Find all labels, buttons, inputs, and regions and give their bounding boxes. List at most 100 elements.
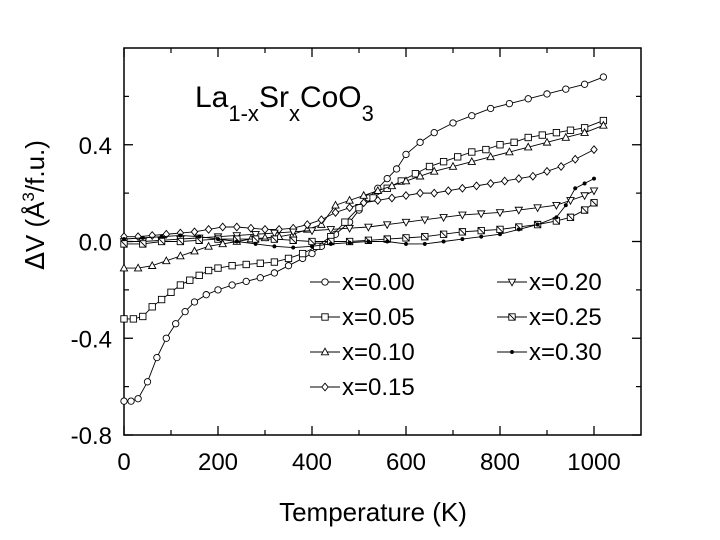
data-point	[341, 218, 349, 226]
data-point	[543, 166, 551, 176]
data-point	[129, 315, 138, 323]
data-point	[552, 129, 561, 137]
x-tick-label: 600	[386, 449, 426, 476]
y-tick-label: 0.4	[79, 133, 112, 160]
data-point	[298, 249, 307, 258]
data-point	[402, 234, 410, 242]
data-point	[247, 223, 255, 233]
y-axis-title: ΔV (Å3/f.u.)	[19, 140, 51, 270]
data-point	[172, 320, 180, 328]
data-point	[147, 260, 157, 269]
data-point	[291, 245, 296, 250]
data-point	[143, 378, 152, 386]
legend-marker	[321, 313, 329, 321]
data-point	[317, 215, 326, 225]
data-point	[422, 241, 427, 246]
data-point	[186, 276, 194, 284]
data-point	[190, 246, 199, 255]
data-point	[401, 218, 411, 227]
data-point	[599, 73, 608, 81]
data-point	[482, 145, 490, 154]
data-point	[176, 237, 185, 246]
data-point	[326, 226, 336, 235]
data-point	[439, 214, 448, 223]
data-point	[416, 138, 424, 146]
data-point	[580, 127, 589, 136]
x-tick-label: 800	[480, 449, 520, 476]
legend-marker	[507, 278, 517, 287]
legend-label: x=0.20	[529, 269, 602, 296]
x-tick-label: 200	[198, 449, 238, 476]
data-point	[120, 397, 128, 405]
data-point	[421, 233, 429, 241]
data-point	[543, 90, 551, 98]
data-point	[516, 227, 521, 232]
data-point	[460, 237, 465, 242]
data-point	[505, 147, 514, 156]
data-point	[140, 235, 145, 240]
data-point	[468, 112, 476, 120]
data-point	[148, 230, 156, 240]
data-point	[582, 181, 587, 186]
data-point	[328, 241, 333, 246]
data-point	[176, 281, 185, 289]
data-point	[251, 235, 260, 243]
data-point	[119, 263, 129, 272]
data-point	[476, 210, 486, 219]
data-point	[364, 223, 373, 232]
legend-item-x=0.05: x=0.05	[310, 304, 415, 331]
data-point	[538, 131, 546, 139]
chart-title: La1-xSrxCoO3	[195, 81, 374, 126]
data-point	[416, 188, 424, 198]
x-axis-title: Temperature (K)	[279, 497, 467, 527]
data-point	[190, 298, 199, 306]
data-point	[590, 199, 598, 207]
data-point	[307, 227, 317, 236]
data-point	[134, 395, 142, 403]
data-point	[467, 156, 477, 165]
data-point	[214, 286, 222, 294]
legend-marker	[320, 347, 330, 356]
data-point	[542, 137, 552, 146]
data-point	[500, 176, 509, 186]
legend-label: x=0.30	[529, 339, 602, 366]
data-point	[510, 138, 518, 146]
data-point	[599, 120, 608, 129]
data-point	[573, 186, 578, 191]
data-point	[242, 260, 250, 269]
legend-item-x=0.15: x=0.15	[310, 374, 415, 401]
data-point	[385, 239, 390, 244]
data-point	[472, 181, 481, 191]
data-point	[121, 237, 127, 242]
data-point	[561, 132, 571, 141]
data-point	[496, 225, 504, 234]
y-tick-label: -0.4	[71, 326, 112, 353]
data-point	[383, 174, 391, 183]
series-x=0.00	[120, 73, 608, 405]
data-point	[458, 183, 467, 193]
data-point	[202, 291, 210, 299]
series-x=0.05	[120, 116, 608, 323]
series-line	[123, 178, 595, 249]
data-point	[563, 203, 568, 208]
series-line	[124, 149, 595, 238]
data-point	[204, 224, 213, 234]
data-point	[477, 226, 485, 235]
data-point	[308, 249, 316, 258]
data-point	[486, 104, 495, 113]
data-point	[415, 171, 425, 180]
data-point	[120, 240, 128, 248]
data-point	[403, 241, 409, 246]
data-point	[448, 161, 458, 170]
x-tick-label: 1000	[567, 449, 620, 476]
data-point	[153, 353, 161, 362]
data-point	[425, 162, 434, 171]
data-point	[133, 263, 143, 272]
data-point	[359, 198, 368, 208]
data-point	[382, 221, 392, 230]
data-point	[590, 145, 598, 155]
data-point	[204, 241, 213, 250]
data-point	[557, 162, 565, 172]
data-point	[195, 236, 203, 244]
series-line	[124, 124, 604, 269]
